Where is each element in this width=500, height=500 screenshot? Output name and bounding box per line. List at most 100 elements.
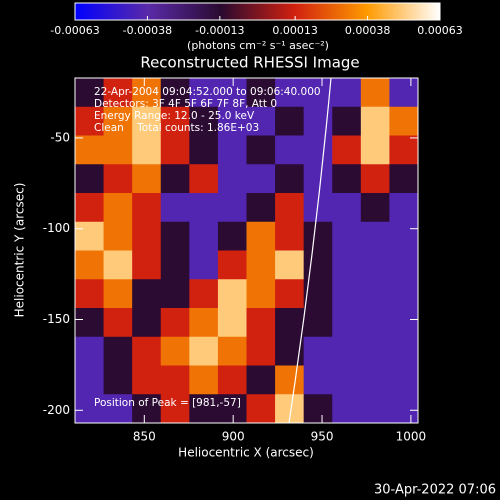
cell xyxy=(332,336,362,366)
cell xyxy=(217,78,247,108)
cell xyxy=(389,308,419,338)
cell xyxy=(75,365,105,395)
cell xyxy=(189,279,219,309)
cell xyxy=(217,164,247,194)
cell xyxy=(103,193,133,223)
cell xyxy=(332,193,362,223)
cell xyxy=(160,135,190,165)
cell xyxy=(132,336,162,366)
cell xyxy=(103,279,133,309)
cell xyxy=(189,308,219,338)
cell xyxy=(303,336,333,366)
cell xyxy=(332,365,362,395)
cell xyxy=(189,106,219,136)
cell xyxy=(75,336,105,366)
cell xyxy=(75,106,105,136)
cell xyxy=(275,221,305,251)
cell xyxy=(360,279,390,309)
cell xyxy=(75,135,105,165)
cell xyxy=(303,394,333,424)
cell xyxy=(360,164,390,194)
cell xyxy=(275,365,305,395)
cell xyxy=(389,193,419,223)
cell xyxy=(132,394,162,424)
cell xyxy=(132,106,162,136)
cell xyxy=(160,164,190,194)
footer-date: 30-Apr-2022 07:06 xyxy=(374,483,496,498)
cell xyxy=(132,279,162,309)
colorbar-tick-label: -0.00038 xyxy=(123,24,172,37)
x-tick-label: 900 xyxy=(222,430,245,444)
cell xyxy=(389,164,419,194)
cell xyxy=(160,106,190,136)
colorbar-tick-label: -0.00013 xyxy=(195,24,244,37)
image xyxy=(75,78,419,424)
cell xyxy=(389,250,419,280)
y-axis-label: Heliocentric Y (arcsec) xyxy=(13,183,27,318)
cell xyxy=(75,164,105,194)
cell xyxy=(103,164,133,194)
cell xyxy=(275,78,305,108)
cell xyxy=(246,78,276,108)
cell xyxy=(332,221,362,251)
cell xyxy=(160,193,190,223)
cell xyxy=(217,365,247,395)
cell xyxy=(103,135,133,165)
cell xyxy=(132,193,162,223)
cell xyxy=(303,135,333,165)
cell xyxy=(332,164,362,194)
cell xyxy=(303,365,333,395)
cell xyxy=(103,106,133,136)
chart-title: Reconstructed RHESSI Image xyxy=(140,54,359,72)
cell xyxy=(246,193,276,223)
cell xyxy=(160,336,190,366)
cell xyxy=(275,135,305,165)
cell xyxy=(275,250,305,280)
cell xyxy=(189,365,219,395)
cell xyxy=(303,78,333,108)
cell xyxy=(160,78,190,108)
cell xyxy=(217,394,247,424)
cell xyxy=(246,308,276,338)
cell xyxy=(303,308,333,338)
cell xyxy=(75,308,105,338)
cell xyxy=(160,308,190,338)
cell xyxy=(132,365,162,395)
cell xyxy=(132,308,162,338)
cell xyxy=(332,78,362,108)
cell xyxy=(246,164,276,194)
cell xyxy=(160,221,190,251)
cell xyxy=(389,279,419,309)
cell xyxy=(160,279,190,309)
cell xyxy=(75,78,105,108)
cell xyxy=(360,308,390,338)
colorbar xyxy=(74,2,441,21)
x-tick-label: 850 xyxy=(133,430,156,444)
cell xyxy=(189,336,219,366)
cell xyxy=(275,164,305,194)
cell xyxy=(132,221,162,251)
cell xyxy=(389,106,419,136)
cell xyxy=(332,135,362,165)
cell xyxy=(103,336,133,366)
cell xyxy=(246,250,276,280)
cell xyxy=(217,193,247,223)
cell xyxy=(160,250,190,280)
cell xyxy=(132,135,162,165)
cell xyxy=(217,221,247,251)
cell xyxy=(332,250,362,280)
peak-note: Position of Peak = [981,-57] xyxy=(94,397,241,409)
cell xyxy=(389,336,419,366)
cell xyxy=(103,308,133,338)
cell xyxy=(303,221,333,251)
cell xyxy=(246,279,276,309)
cell xyxy=(332,308,362,338)
cell xyxy=(103,365,133,395)
cell xyxy=(246,394,276,424)
cell xyxy=(303,164,333,194)
cell xyxy=(246,221,276,251)
cell xyxy=(360,106,390,136)
cell xyxy=(275,106,305,136)
cell xyxy=(332,106,362,136)
